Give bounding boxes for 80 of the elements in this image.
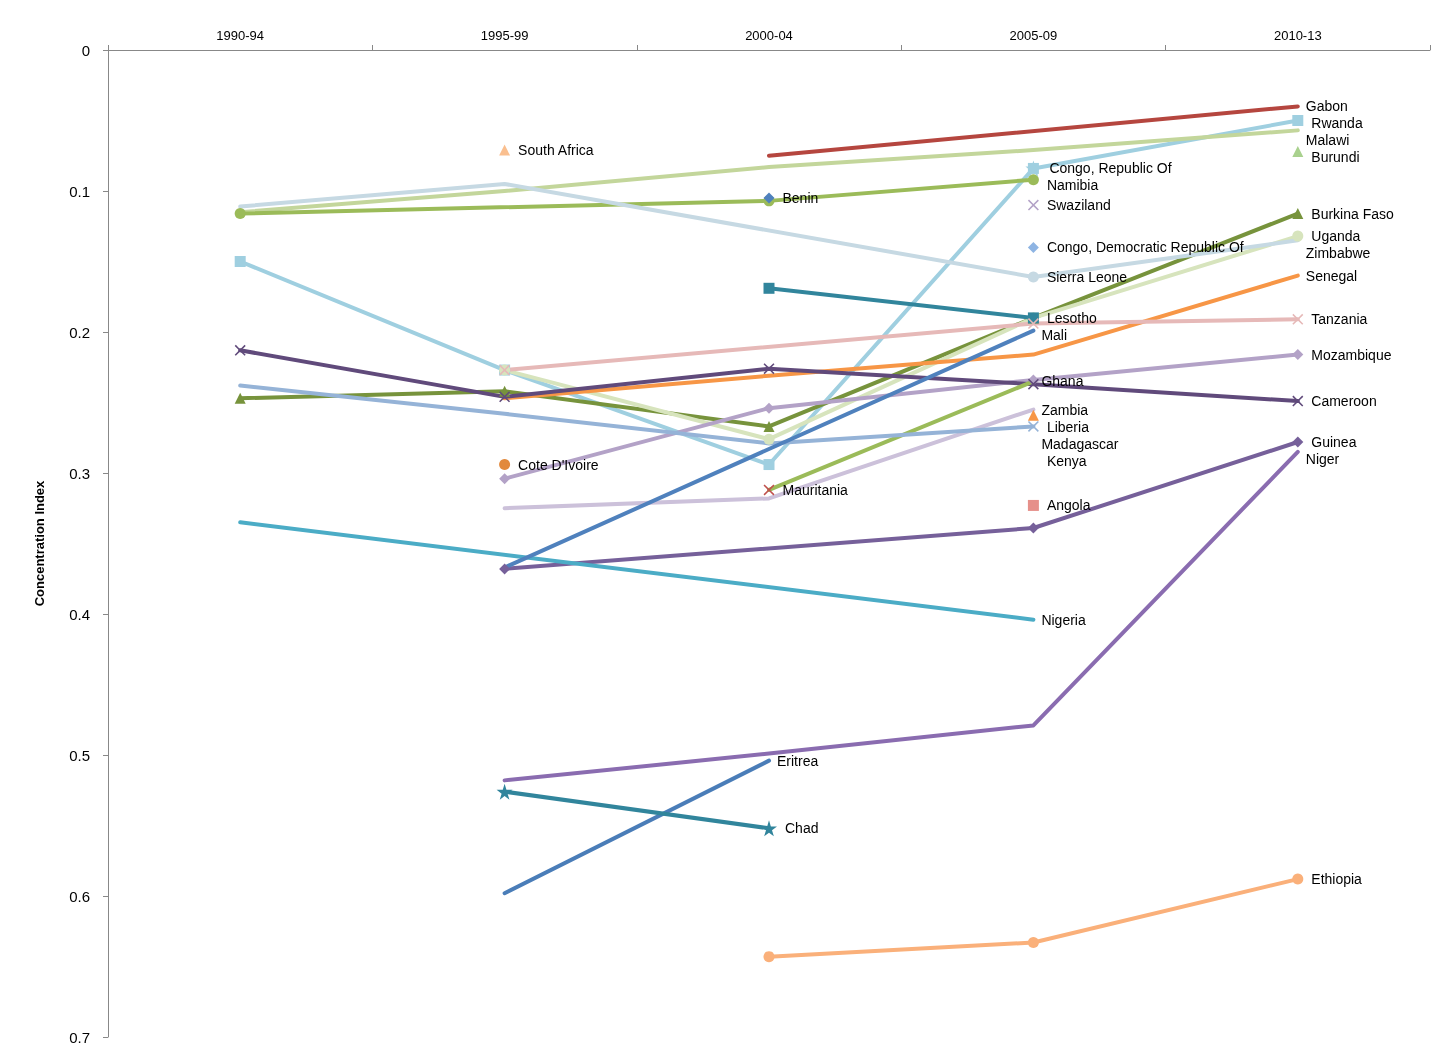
point [499, 391, 511, 403]
point [1027, 378, 1039, 390]
point [1027, 241, 1039, 253]
point [1027, 499, 1039, 511]
y-tick-label: 0.1 [69, 182, 90, 200]
point [1292, 436, 1304, 448]
y-tick-label: 0.7 [69, 1028, 90, 1046]
point [1027, 937, 1039, 949]
x-tick-label: 2000-04 [745, 28, 793, 43]
series-label: Mali [1041, 326, 1068, 343]
point [1027, 409, 1039, 421]
point [1027, 174, 1039, 186]
point [234, 256, 246, 267]
point [1027, 271, 1039, 283]
series-label: Burundi [1311, 149, 1360, 166]
series-label: Lesotho [1046, 309, 1097, 326]
point [763, 420, 775, 432]
series-label: Eritrea [777, 752, 819, 769]
y-tick-label: 0 [81, 41, 90, 59]
point [763, 282, 775, 294]
point [763, 433, 775, 445]
series-label: Namibia [1046, 177, 1099, 194]
point [499, 459, 511, 471]
series-label: Zimbabwe [1305, 245, 1371, 262]
point [763, 484, 775, 496]
series-label: Zambia [1041, 401, 1089, 418]
point [1292, 208, 1304, 220]
point [234, 392, 246, 404]
series-label: Sierra Leone [1046, 269, 1128, 286]
series-label: Malawi [1305, 132, 1350, 149]
series-label: Mauritania [782, 481, 849, 498]
point [763, 951, 775, 963]
series-label: Mozambique [1311, 346, 1392, 363]
series-label: Nigeria [1041, 611, 1086, 628]
series-label: Madagascar [1041, 435, 1119, 452]
series-label: Tanzania [1311, 311, 1368, 328]
series-label: Angola [1046, 497, 1091, 514]
x-tick-label: 2005-09 [1009, 28, 1058, 43]
series-label: Uganda [1311, 228, 1361, 245]
y-tick-label: 0.4 [69, 605, 90, 623]
series-label: Swaziland [1046, 197, 1111, 214]
point [499, 144, 511, 156]
point [763, 459, 775, 471]
point [1292, 395, 1304, 407]
point [1292, 146, 1304, 158]
point [1292, 313, 1304, 325]
point [1027, 318, 1039, 330]
point [496, 783, 513, 800]
series-label: Niger [1305, 450, 1340, 467]
series-label: Cameroon [1311, 393, 1377, 410]
point [1027, 420, 1039, 432]
point [1292, 115, 1304, 126]
series-label: Senegal [1305, 267, 1358, 284]
series-label: Benin [782, 190, 819, 207]
series-label: Burkina Faso [1311, 205, 1394, 222]
y-axis-title: Concentration Index [32, 479, 47, 607]
series-label: Congo, Republic Of [1049, 160, 1172, 177]
y-tick-label: 0.6 [69, 887, 90, 905]
x-tick-label: 1990-94 [216, 28, 265, 43]
series-label: Rwanda [1311, 115, 1363, 132]
x-tick-label: 1995-99 [480, 28, 529, 43]
x-tick-label: 2010-13 [1273, 28, 1322, 43]
series-label: Kenya [1046, 452, 1087, 469]
series-label: Liberia [1046, 418, 1090, 435]
series-label: Chad [785, 820, 819, 837]
series-label: Ethiopia [1311, 871, 1363, 888]
y-tick-label: 0.5 [69, 746, 90, 764]
point [1292, 873, 1304, 885]
point [499, 473, 511, 485]
point [1027, 199, 1039, 211]
point [234, 344, 246, 356]
series-label: Guinea [1311, 433, 1357, 450]
series-label: Gabon [1305, 98, 1348, 115]
point [763, 363, 775, 375]
series-label: South Africa [518, 142, 594, 159]
series-label: Cote D'Ivoire [518, 456, 599, 473]
point [234, 208, 246, 220]
point [1292, 230, 1304, 242]
y-tick-label: 0.3 [69, 464, 90, 482]
y-tick-label: 0.2 [69, 323, 90, 341]
